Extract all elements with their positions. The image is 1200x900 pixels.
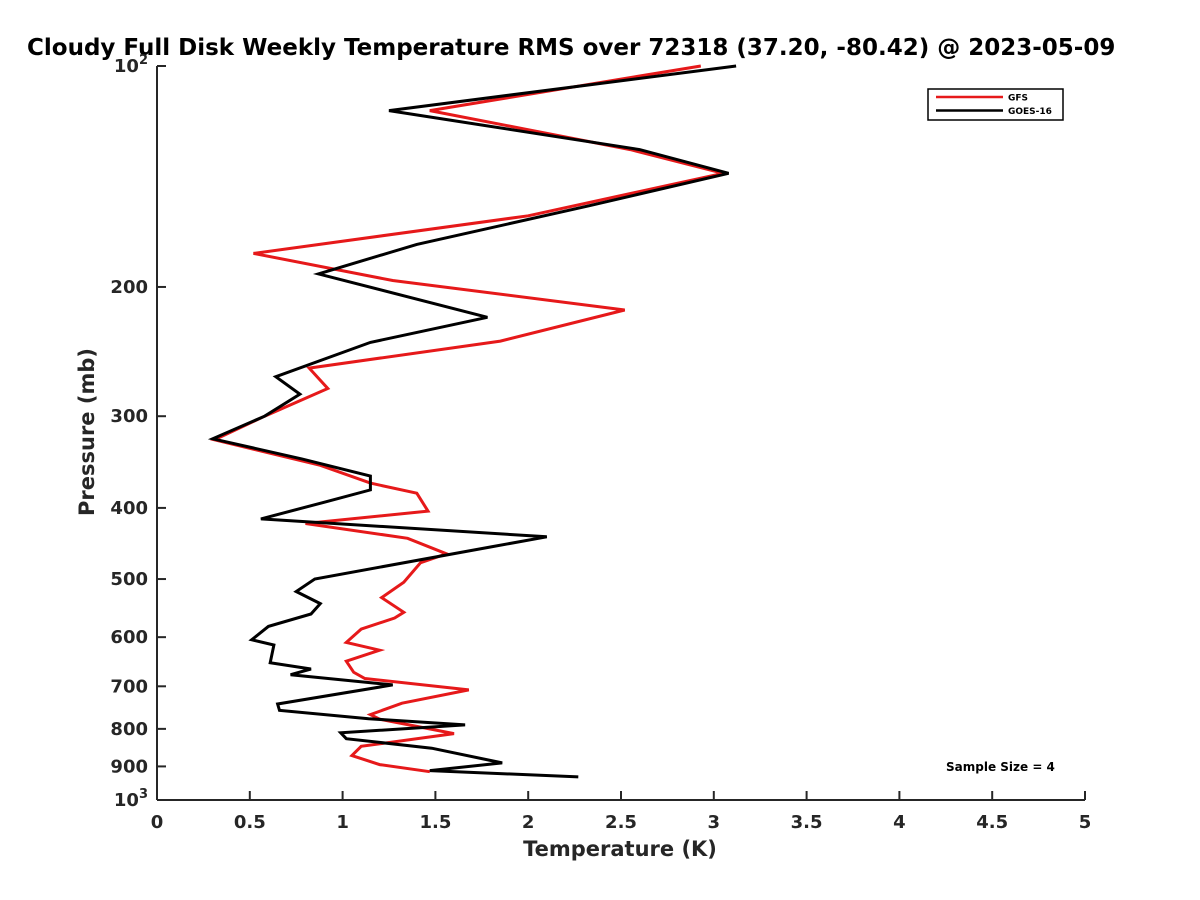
x-tick-label: 5	[1079, 812, 1092, 833]
legend-box	[927, 88, 1064, 121]
x-tick-label: 2.5	[605, 812, 637, 833]
x-tick-label: 3.5	[791, 812, 823, 833]
series-line-goes16	[207, 64, 737, 779]
y-tick-label: 103	[114, 787, 148, 811]
x-tick-label: 4	[893, 812, 906, 833]
x-tick-label: 1	[336, 812, 349, 833]
legend: GFS GOES-16	[927, 88, 1064, 121]
x-tick-label: 2	[522, 812, 535, 833]
legend-label-gfs: GFS	[1008, 94, 1028, 104]
y-tick-label: 800	[110, 719, 148, 740]
y-tick-label: 900	[110, 756, 148, 777]
x-tick-label: 0	[151, 812, 164, 833]
y-tick-label: 400	[110, 498, 148, 519]
plot-area	[207, 64, 737, 779]
x-tick-label: 4.5	[976, 812, 1008, 833]
y-tick-label: 102	[114, 53, 148, 77]
y-axis-label: Pressure (mb)	[75, 348, 99, 516]
y-tick-label: 200	[110, 277, 148, 298]
y-tick-label: 500	[110, 569, 148, 590]
y-tick-label: 300	[110, 406, 148, 427]
y-tick-label: 700	[110, 676, 148, 697]
x-tick-label: 3	[708, 812, 721, 833]
axes: 0 0.5 1 1.5 2 2.5 3 3.5 4 4.5 5 102 200 300 400 500 600 7…	[110, 53, 1091, 833]
sample-size-annotation: Sample Size = 4	[946, 760, 1055, 774]
legend-label-goes16: GOES-16	[1008, 107, 1052, 117]
x-axis-label: Temperature (K)	[523, 837, 717, 861]
chart-title: Cloudy Full Disk Weekly Temperature RMS …	[27, 35, 1115, 61]
x-tick-label: 0.5	[234, 812, 266, 833]
y-tick-label: 600	[110, 627, 148, 648]
x-tick-label: 1.5	[419, 812, 451, 833]
